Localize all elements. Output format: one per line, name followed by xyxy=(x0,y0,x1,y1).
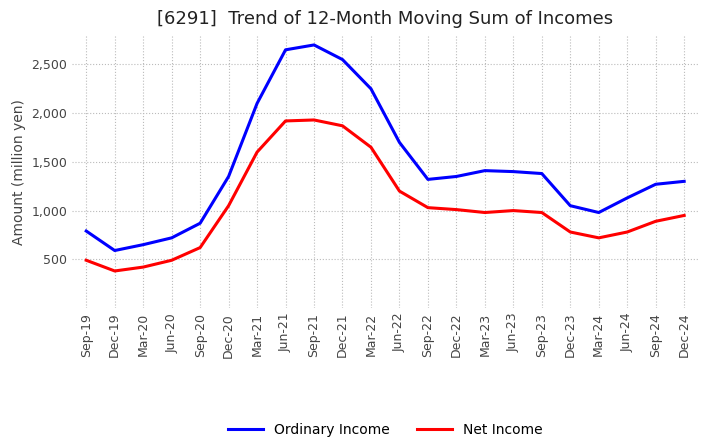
Title: [6291]  Trend of 12-Month Moving Sum of Incomes: [6291] Trend of 12-Month Moving Sum of I… xyxy=(157,10,613,28)
Net Income xyxy=(253,150,261,155)
Ordinary Income xyxy=(623,195,631,201)
Ordinary Income xyxy=(282,47,290,52)
Net Income xyxy=(423,205,432,210)
Net Income xyxy=(225,203,233,209)
Ordinary Income xyxy=(595,210,603,215)
Ordinary Income xyxy=(537,171,546,176)
Ordinary Income xyxy=(167,235,176,241)
Line: Net Income: Net Income xyxy=(86,120,684,271)
Ordinary Income xyxy=(139,242,148,247)
Net Income xyxy=(623,229,631,235)
Ordinary Income xyxy=(366,86,375,92)
Ordinary Income xyxy=(395,140,404,145)
Net Income xyxy=(82,258,91,263)
Ordinary Income xyxy=(225,174,233,179)
Net Income xyxy=(282,118,290,124)
Net Income xyxy=(595,235,603,241)
Line: Ordinary Income: Ordinary Income xyxy=(86,45,684,250)
Ordinary Income xyxy=(338,57,347,62)
Ordinary Income xyxy=(509,169,518,174)
Y-axis label: Amount (million yen): Amount (million yen) xyxy=(12,99,26,245)
Net Income xyxy=(480,210,489,215)
Net Income xyxy=(537,210,546,215)
Ordinary Income xyxy=(652,182,660,187)
Net Income xyxy=(139,264,148,270)
Ordinary Income xyxy=(680,179,688,184)
Ordinary Income xyxy=(196,220,204,226)
Net Income xyxy=(110,268,119,274)
Net Income xyxy=(652,219,660,224)
Legend: Ordinary Income, Net Income: Ordinary Income, Net Income xyxy=(222,418,548,440)
Net Income xyxy=(366,145,375,150)
Net Income xyxy=(196,245,204,250)
Ordinary Income xyxy=(480,168,489,173)
Ordinary Income xyxy=(110,248,119,253)
Net Income xyxy=(338,123,347,128)
Net Income xyxy=(509,208,518,213)
Ordinary Income xyxy=(423,177,432,182)
Net Income xyxy=(680,213,688,218)
Net Income xyxy=(310,117,318,123)
Net Income xyxy=(566,229,575,235)
Ordinary Income xyxy=(452,174,461,179)
Net Income xyxy=(452,207,461,212)
Ordinary Income xyxy=(82,228,91,234)
Ordinary Income xyxy=(566,203,575,209)
Net Income xyxy=(395,188,404,194)
Net Income xyxy=(167,258,176,263)
Ordinary Income xyxy=(310,42,318,48)
Ordinary Income xyxy=(253,101,261,106)
